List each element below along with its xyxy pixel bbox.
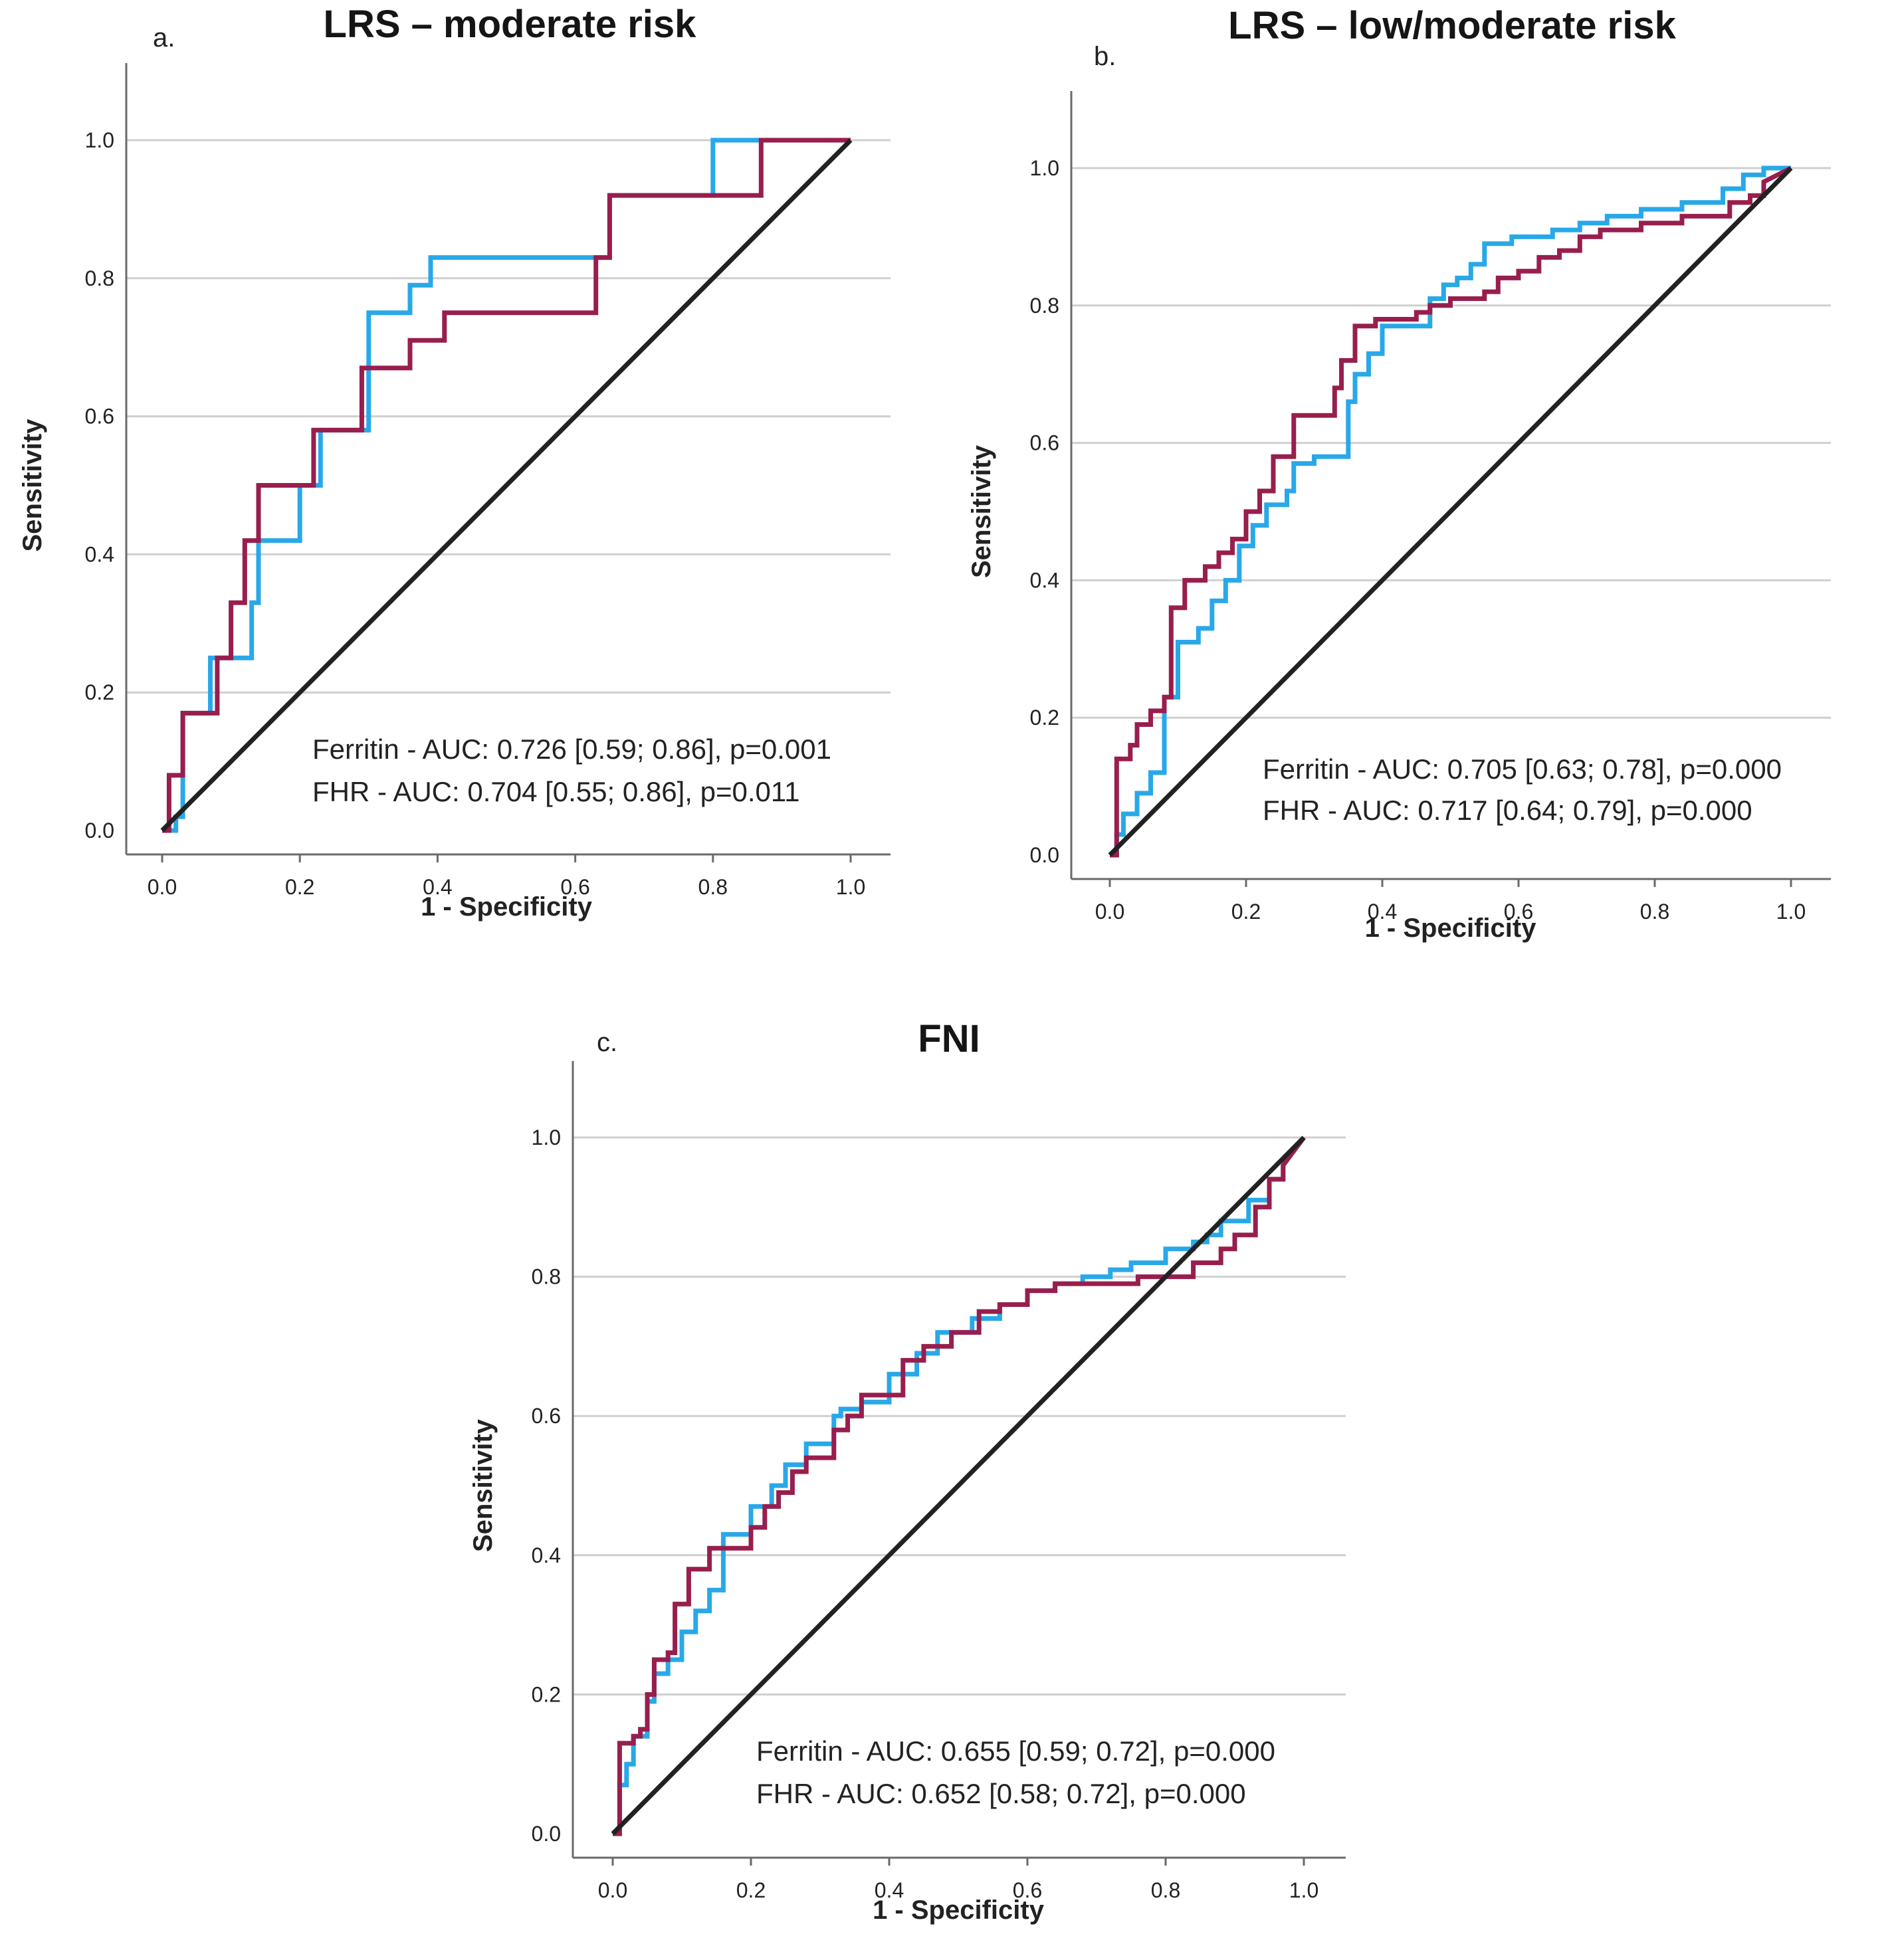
fhr-roc-curve xyxy=(1110,165,1792,858)
x-tick-label: 0.4 xyxy=(1368,900,1397,924)
auc-annotation: FHR - AUC: 0.717 [0.64; 0.79], p=0.000 xyxy=(1263,795,1752,826)
y-axis-label: Sensitivity xyxy=(469,1419,498,1552)
x-axis-label: 1 - Specificity xyxy=(1365,914,1537,943)
auc-annotation: Ferritin - AUC: 0.655 [0.59; 0.72], p=0.… xyxy=(756,1735,1275,1767)
roc-panel-a: 0.0 0.2 0.4 0.6 0.8 1.0 0.0 0.2 0.4 0.6 0.8 1.0 a. LR… xyxy=(18,3,891,922)
y-tick-label: 0.2 xyxy=(532,1682,561,1706)
y-tick-label: 0.4 xyxy=(85,542,114,566)
y-tick-label: 1.0 xyxy=(1030,156,1059,180)
ferritin-roc-curve xyxy=(613,1135,1306,1836)
fhr-roc-curve xyxy=(613,1135,1306,1836)
x-tick-label: 1.0 xyxy=(836,875,865,899)
chart-title: LRS – moderate risk xyxy=(324,3,697,46)
y-tick-label: 0.0 xyxy=(85,819,114,842)
roc-panel-b: 0.0 0.2 0.4 0.6 0.8 1.0 0.0 0.2 0.4 0.6 0.8 1.0 b. LR… xyxy=(967,4,1831,943)
y-tick-label: 0.4 xyxy=(1030,568,1059,592)
x-tick-label: 0.2 xyxy=(285,875,314,899)
y-tick-label: 0.8 xyxy=(532,1265,561,1289)
reference-diagonal-line xyxy=(160,138,853,833)
y-tick-label: 0.4 xyxy=(532,1543,561,1567)
roc-panel-c: 0.0 0.2 0.4 0.6 0.8 1.0 0.0 0.2 0.4 0.6 0.8 1.0 c. FN… xyxy=(469,1017,1346,1925)
y-axis-label: Sensitivity xyxy=(967,444,996,578)
y-tick-label: 1.0 xyxy=(532,1126,561,1149)
y-tick-label: 0.8 xyxy=(85,266,114,290)
x-tick-label: 0.6 xyxy=(1013,1878,1042,1902)
x-tick-label: 0.6 xyxy=(560,875,589,899)
y-axis-label: Sensitivity xyxy=(18,419,47,552)
y-tick-label: 0.6 xyxy=(85,405,114,429)
reference-diagonal-line xyxy=(1108,166,1793,857)
x-tick-label: 1.0 xyxy=(1289,1878,1318,1902)
x-tick-label: 0.8 xyxy=(1640,900,1669,924)
x-tick-label: 0.0 xyxy=(598,1878,627,1902)
x-tick-label: 0.8 xyxy=(1151,1878,1180,1902)
panel-label: a. xyxy=(153,23,175,52)
x-axis-label: 1 - Specificity xyxy=(421,892,593,922)
ferritin-roc-curve xyxy=(1110,165,1791,858)
reference-diagonal-line xyxy=(611,1135,1306,1836)
chart-title: LRS – low/moderate risk xyxy=(1228,4,1676,47)
x-tick-label: 0.2 xyxy=(736,1878,766,1902)
panel-label: b. xyxy=(1094,42,1116,71)
y-tick-label: 0.6 xyxy=(532,1404,561,1428)
y-tick-label: 0.8 xyxy=(1030,294,1059,318)
x-tick-label: 0.8 xyxy=(698,875,728,899)
x-tick-label: 0.4 xyxy=(875,1878,904,1902)
x-tick-label: 0.0 xyxy=(148,875,177,899)
panel-label: c. xyxy=(597,1028,617,1057)
y-tick-label: 0.0 xyxy=(532,1822,561,1846)
auc-annotation: FHR - AUC: 0.704 [0.55; 0.86], p=0.011 xyxy=(312,776,799,807)
fhr-roc-curve xyxy=(162,138,851,833)
x-tick-label: 0.0 xyxy=(1095,900,1124,924)
auc-annotation: FHR - AUC: 0.652 [0.58; 0.72], p=0.000 xyxy=(756,1778,1246,1809)
y-tick-label: 0.2 xyxy=(85,680,114,704)
y-tick-label: 0.6 xyxy=(1030,431,1059,455)
y-tick-label: 0.2 xyxy=(1030,706,1059,730)
y-tick-label: 0.0 xyxy=(1030,843,1059,867)
x-tick-label: 1.0 xyxy=(1776,900,1806,924)
x-tick-label: 0.4 xyxy=(423,875,452,899)
auc-annotation: Ferritin - AUC: 0.705 [0.63; 0.78], p=0.… xyxy=(1263,753,1782,785)
auc-annotation: Ferritin - AUC: 0.726 [0.59; 0.86], p=0.… xyxy=(312,734,831,765)
x-tick-label: 0.6 xyxy=(1504,900,1533,924)
chart-title: FNI xyxy=(918,1017,980,1060)
x-axis-label: 1 - Specificity xyxy=(873,1896,1045,1925)
x-tick-label: 0.2 xyxy=(1231,900,1261,924)
y-tick-label: 1.0 xyxy=(85,128,114,152)
